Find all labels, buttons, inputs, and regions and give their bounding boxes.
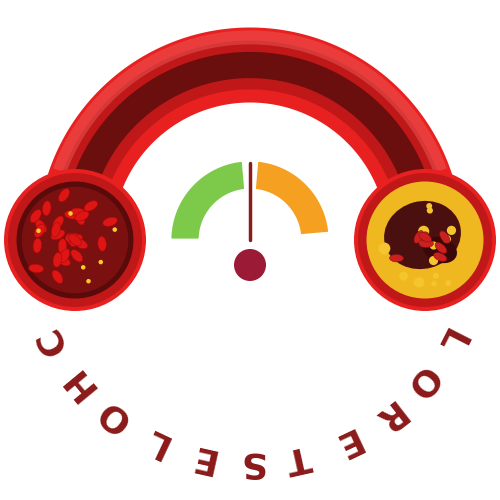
Circle shape — [430, 242, 438, 250]
Ellipse shape — [33, 238, 42, 253]
Ellipse shape — [423, 237, 457, 263]
Ellipse shape — [53, 252, 62, 268]
Circle shape — [366, 182, 484, 298]
Circle shape — [442, 235, 451, 243]
Polygon shape — [170, 160, 246, 240]
Ellipse shape — [440, 231, 450, 243]
Circle shape — [418, 226, 429, 237]
Circle shape — [234, 249, 266, 281]
Circle shape — [433, 272, 439, 278]
Ellipse shape — [103, 217, 118, 226]
Ellipse shape — [34, 224, 45, 237]
Ellipse shape — [28, 264, 44, 273]
Circle shape — [16, 182, 134, 298]
Circle shape — [378, 242, 390, 254]
Ellipse shape — [420, 240, 434, 248]
Ellipse shape — [66, 234, 77, 246]
Ellipse shape — [58, 188, 70, 202]
Polygon shape — [168, 158, 332, 240]
Ellipse shape — [98, 236, 106, 251]
Ellipse shape — [71, 208, 86, 217]
Circle shape — [414, 280, 420, 286]
Ellipse shape — [74, 238, 88, 249]
Circle shape — [22, 186, 128, 294]
Polygon shape — [53, 30, 447, 173]
Ellipse shape — [30, 210, 42, 222]
Text: T: T — [283, 438, 314, 476]
Ellipse shape — [414, 230, 424, 243]
Text: E: E — [186, 438, 217, 476]
Ellipse shape — [60, 249, 70, 262]
Circle shape — [4, 169, 146, 311]
Ellipse shape — [84, 200, 98, 211]
Text: O: O — [91, 393, 136, 438]
Polygon shape — [62, 52, 438, 240]
Circle shape — [420, 240, 427, 247]
Text: L: L — [428, 323, 469, 359]
Circle shape — [81, 265, 86, 270]
Ellipse shape — [75, 211, 89, 221]
Text: C: C — [30, 322, 73, 360]
Circle shape — [358, 173, 492, 307]
Circle shape — [427, 208, 433, 214]
Circle shape — [8, 173, 142, 307]
Ellipse shape — [384, 201, 461, 269]
Circle shape — [432, 281, 436, 286]
Circle shape — [429, 256, 438, 265]
Text: R: R — [365, 394, 408, 438]
Ellipse shape — [76, 210, 85, 225]
Ellipse shape — [64, 210, 80, 219]
Polygon shape — [50, 40, 450, 240]
Circle shape — [399, 272, 408, 280]
Ellipse shape — [42, 201, 51, 216]
Circle shape — [426, 203, 432, 209]
Text: O: O — [398, 359, 444, 405]
Circle shape — [36, 228, 41, 233]
Ellipse shape — [435, 242, 446, 254]
Circle shape — [112, 228, 117, 232]
Ellipse shape — [65, 234, 80, 242]
Ellipse shape — [52, 270, 63, 283]
Circle shape — [445, 280, 451, 286]
Circle shape — [414, 277, 424, 287]
Circle shape — [447, 226, 456, 235]
Circle shape — [98, 260, 103, 264]
Circle shape — [68, 211, 73, 216]
Text: E: E — [326, 420, 363, 462]
Polygon shape — [254, 160, 330, 236]
Ellipse shape — [416, 232, 428, 241]
Text: S: S — [237, 446, 263, 480]
Ellipse shape — [51, 230, 65, 239]
Circle shape — [354, 169, 496, 311]
Circle shape — [86, 279, 91, 283]
Ellipse shape — [58, 238, 66, 254]
Ellipse shape — [390, 254, 404, 262]
Ellipse shape — [71, 250, 83, 262]
Ellipse shape — [56, 256, 70, 266]
Ellipse shape — [434, 252, 447, 262]
Ellipse shape — [68, 234, 82, 246]
Polygon shape — [38, 28, 463, 240]
Circle shape — [422, 235, 430, 242]
Ellipse shape — [36, 220, 46, 232]
Ellipse shape — [52, 222, 60, 237]
Ellipse shape — [52, 216, 64, 229]
Ellipse shape — [70, 234, 82, 246]
Ellipse shape — [419, 232, 432, 242]
Text: H: H — [56, 360, 102, 405]
Text: L: L — [138, 421, 173, 462]
